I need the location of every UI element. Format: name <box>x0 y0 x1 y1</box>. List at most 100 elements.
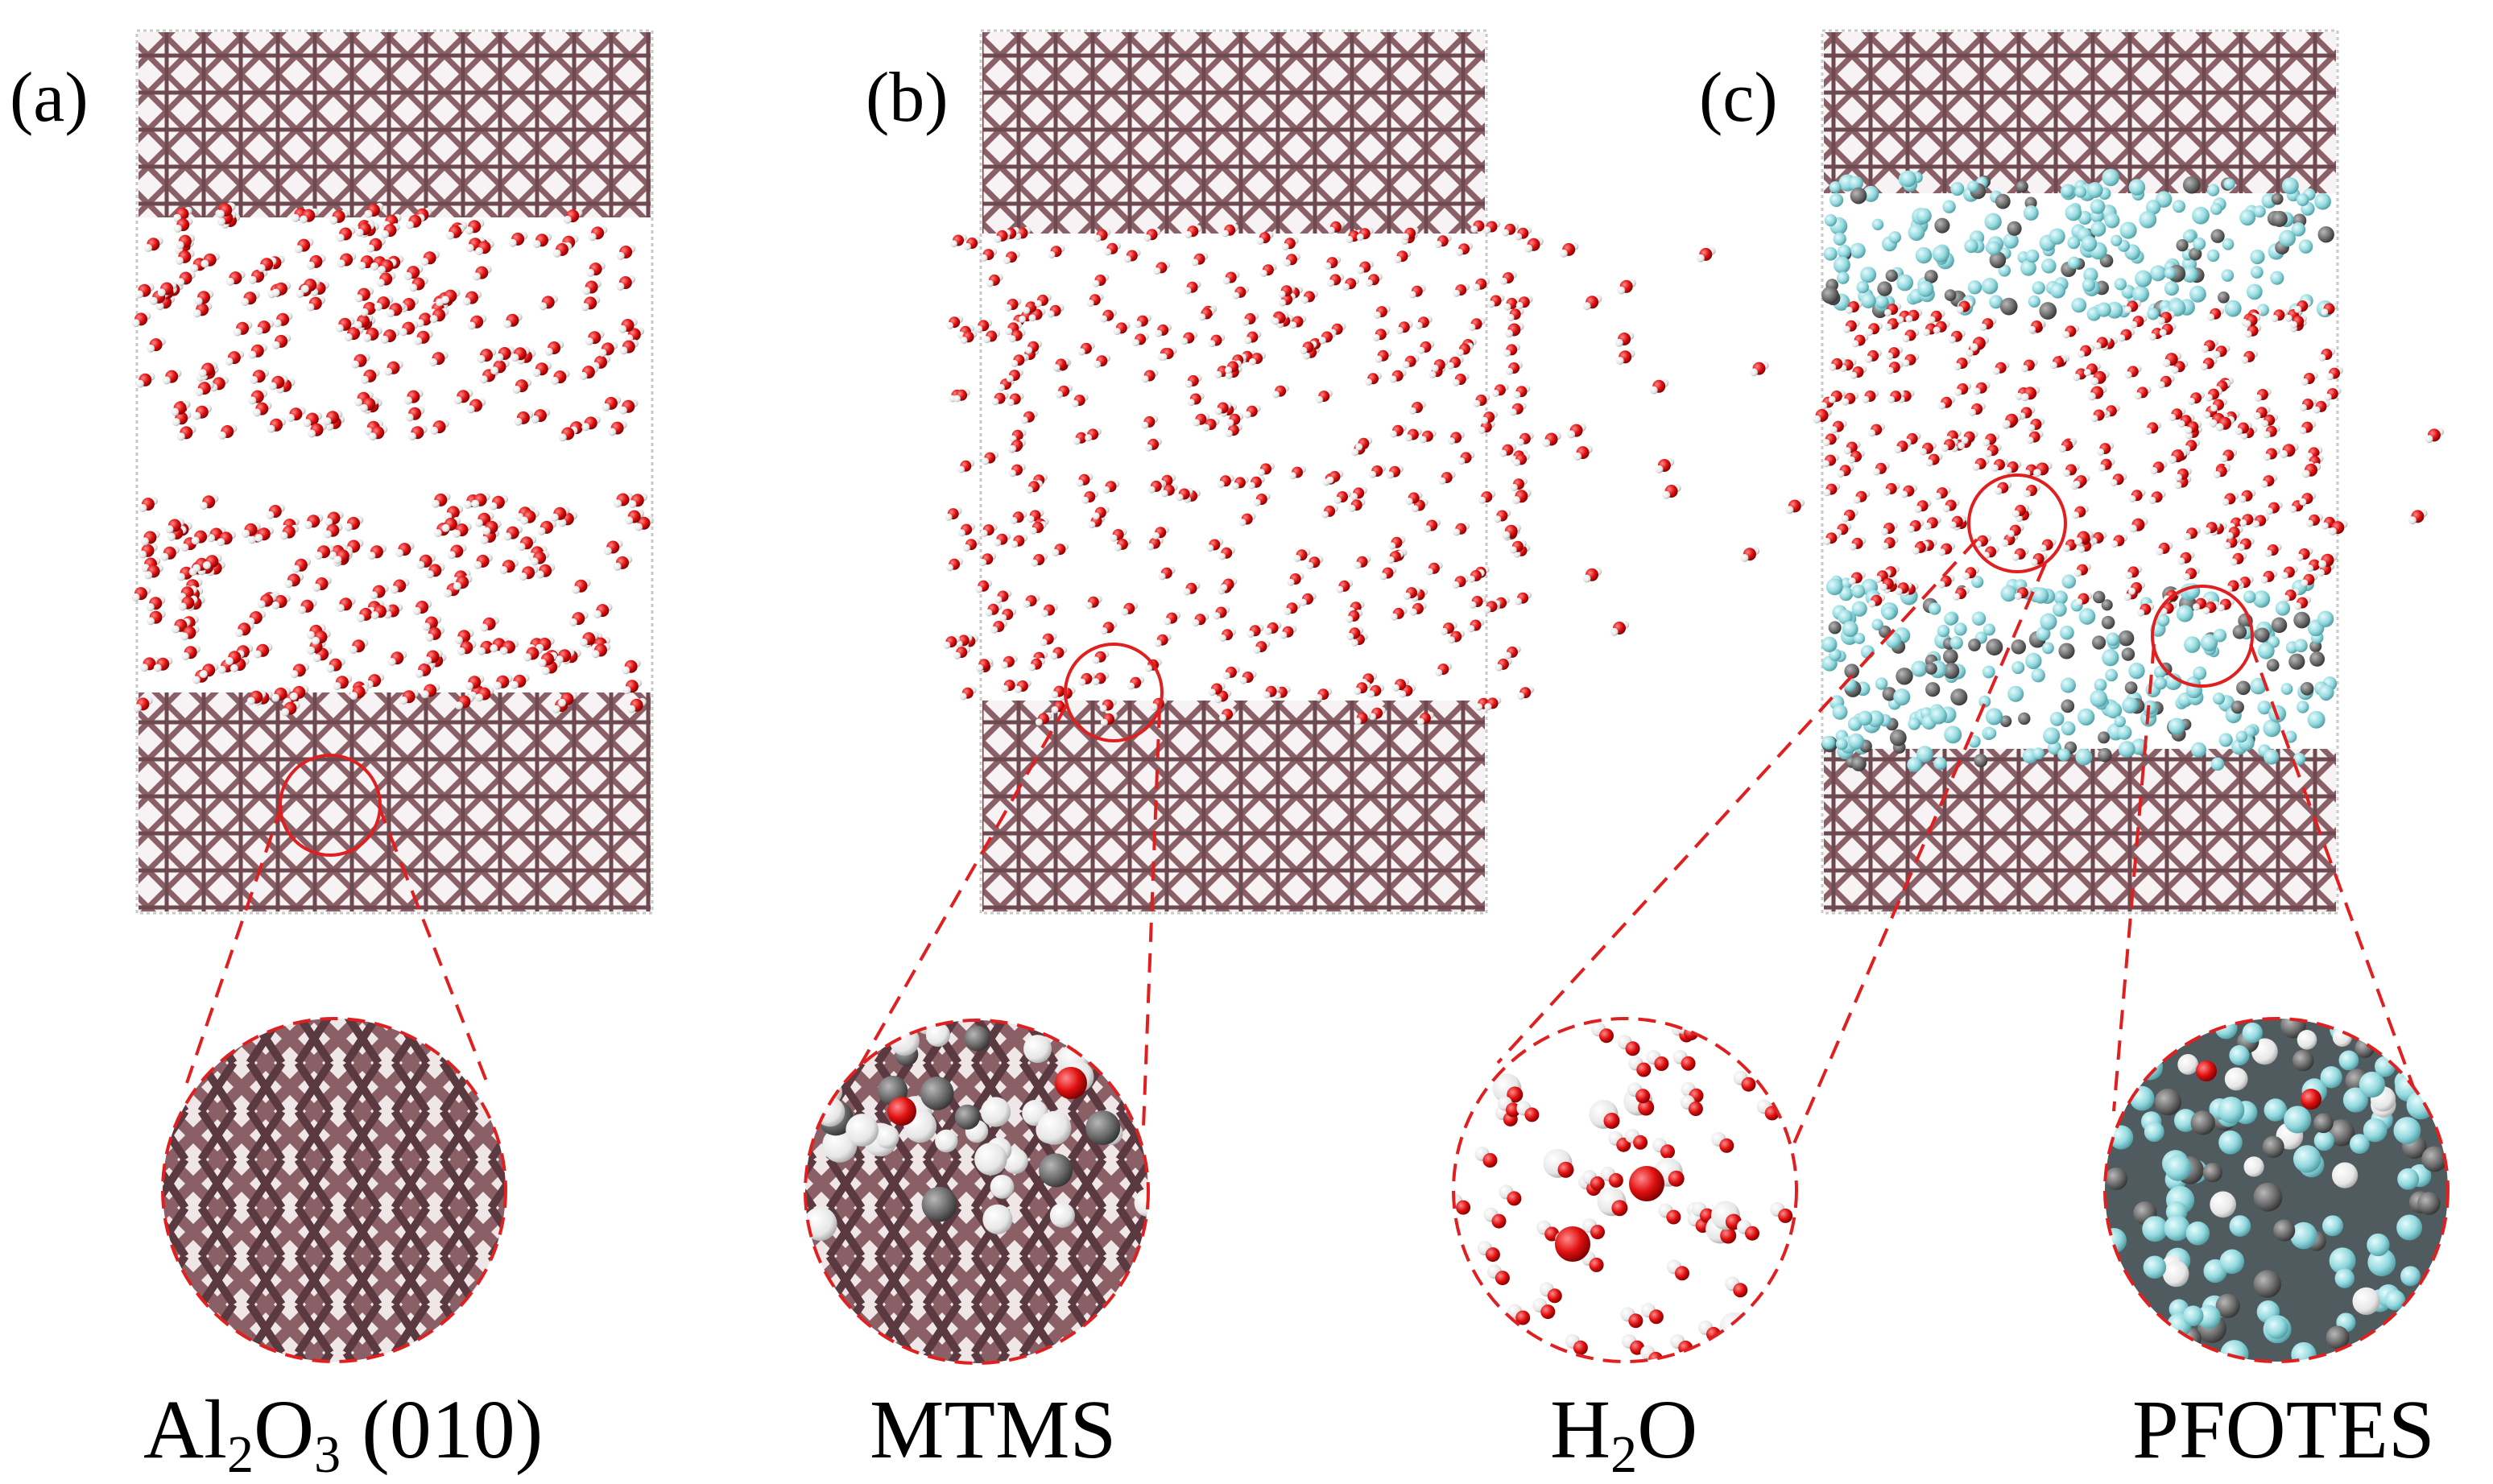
fluorine-atom <box>2086 182 2103 198</box>
fluorine-atom <box>2410 1320 2437 1346</box>
hydrogen-atom <box>1956 306 1964 314</box>
hydrogen-atom <box>503 532 512 541</box>
hydrogen-atom <box>2301 378 2309 386</box>
hydrogen-atom <box>1259 269 1267 277</box>
hydrogen-atom <box>191 536 200 545</box>
fluorine-atom <box>2379 1019 2408 1043</box>
hydrogen-atom <box>2026 436 2034 444</box>
fluorine-atom <box>2200 634 2218 652</box>
oxygen-atom <box>1507 1191 1522 1206</box>
hydrogen-atom <box>296 289 304 298</box>
hydrogen-atom <box>2174 473 2182 482</box>
hydrogen-atom <box>1222 672 1230 680</box>
hydrogen-atom <box>1502 229 1510 237</box>
hydrogen-atom <box>1879 583 1887 591</box>
hydrogen-atom <box>1389 430 1397 438</box>
hydrogen-atom <box>2157 316 2165 324</box>
oxygen-atom <box>1636 1062 1652 1077</box>
oxygen-atom <box>1668 1170 1685 1187</box>
hydrogen-atom <box>957 465 965 473</box>
hydrogen-atom <box>1828 395 1836 403</box>
hydrogen-atom <box>949 240 957 248</box>
hydrogen-atom <box>225 357 234 366</box>
hydrogen-atom <box>1750 368 1759 377</box>
hydrogen-atom <box>1035 718 1043 726</box>
hydrogen-atom <box>1995 487 2003 495</box>
fluorine-atom <box>2065 204 2082 221</box>
panel-label-c: (c) <box>1699 59 1778 137</box>
hydrogen-atom <box>1467 625 1475 633</box>
hydrogen-atom <box>1150 703 1158 711</box>
hydrogen-atom <box>2074 537 2082 546</box>
hydrogen-atom <box>146 603 155 611</box>
hydrogen-atom <box>2220 455 2228 463</box>
hydrogen-atom <box>2408 516 2417 525</box>
hydrogen-atom <box>1405 498 1413 506</box>
panel-b-top-slab <box>982 32 1485 234</box>
fluorine-atom <box>1953 622 1967 636</box>
hydrogen-atom <box>1478 496 1486 504</box>
fluorine-atom <box>2191 742 2206 758</box>
hydrogen-atom <box>537 527 546 535</box>
hydrogen-atom <box>2299 498 2307 506</box>
hydrogen-atom <box>1845 306 1853 314</box>
fluorine-atom <box>2294 639 2308 653</box>
panel-a-bottom-water <box>131 492 654 717</box>
hydrogen-atom <box>1925 459 1933 467</box>
hydrogen-atom <box>1503 651 1511 659</box>
hydrogen-atom <box>234 629 243 638</box>
fluorine-atom <box>1877 281 1892 296</box>
hydrogen-atom <box>1134 1188 1148 1217</box>
hydrogen-atom <box>453 581 461 590</box>
oxygen-atom <box>1688 1102 1703 1116</box>
fluorine-atom <box>2061 574 2077 589</box>
hydrogen-atom <box>1813 415 1821 424</box>
hydrogen-atom <box>1088 521 1096 529</box>
hydrogen-atom <box>2130 320 2138 329</box>
oxygen-atom <box>1734 1325 1751 1341</box>
fluorine-atom <box>2393 1117 2421 1144</box>
hydrogen-atom <box>267 424 275 433</box>
hydrogen-atom <box>1822 439 1830 447</box>
fluorine-atom <box>2104 213 2120 229</box>
hydrogen-atom <box>1039 1153 1073 1188</box>
fluorine-atom <box>2121 1347 2142 1362</box>
fluorine-atom <box>2221 269 2235 282</box>
oxygen-atom <box>1675 1266 1689 1281</box>
fluorine-atom <box>1944 612 1958 626</box>
hydrogen-atom <box>1176 494 1184 502</box>
caption-al2o3: Al2O3 (010) <box>143 1383 543 1484</box>
hydrogen-atom <box>2123 593 2131 601</box>
hydrogen-atom <box>1001 684 1009 692</box>
oxygen-atom <box>1485 1247 1500 1263</box>
hydrogen-atom <box>2284 314 2292 322</box>
fluorine-atom <box>2111 234 2123 246</box>
hydrogen-atom <box>1874 575 1882 583</box>
fluorine-atom <box>1821 636 1838 652</box>
hydrogen-atom <box>1448 636 1456 644</box>
fluorine-atom <box>2252 590 2271 608</box>
fluorine-atom <box>1833 256 1850 274</box>
hydrogen-atom <box>544 347 553 356</box>
fluorine-atom <box>2018 712 2031 725</box>
fluorine-atom <box>2121 647 2135 661</box>
hydrogen-atom <box>180 544 189 552</box>
hydrogen-atom <box>1494 515 1502 523</box>
hydrogen-atom <box>1992 367 2000 375</box>
hydrogen-atom <box>935 1129 958 1153</box>
hydrogen-atom <box>2260 576 2268 584</box>
fluorine-atom <box>2288 653 2305 670</box>
hydrogen-atom <box>2148 333 2156 341</box>
hydrogen-atom <box>1905 315 1913 323</box>
hydrogen-atom <box>1289 321 1297 329</box>
fluorine-atom <box>2300 681 2314 696</box>
fluorine-atom <box>1968 639 1981 651</box>
hydrogen-atom <box>268 382 277 391</box>
fluorine-atom <box>2363 1020 2386 1044</box>
fluorine-atom <box>1848 176 1863 191</box>
hydrogen-atom <box>2321 522 2329 530</box>
fluorine-atom <box>2135 270 2152 287</box>
hydrogen-atom <box>465 682 473 690</box>
hydrogen-atom <box>1300 296 1309 304</box>
hydrogen-atom <box>503 320 511 329</box>
